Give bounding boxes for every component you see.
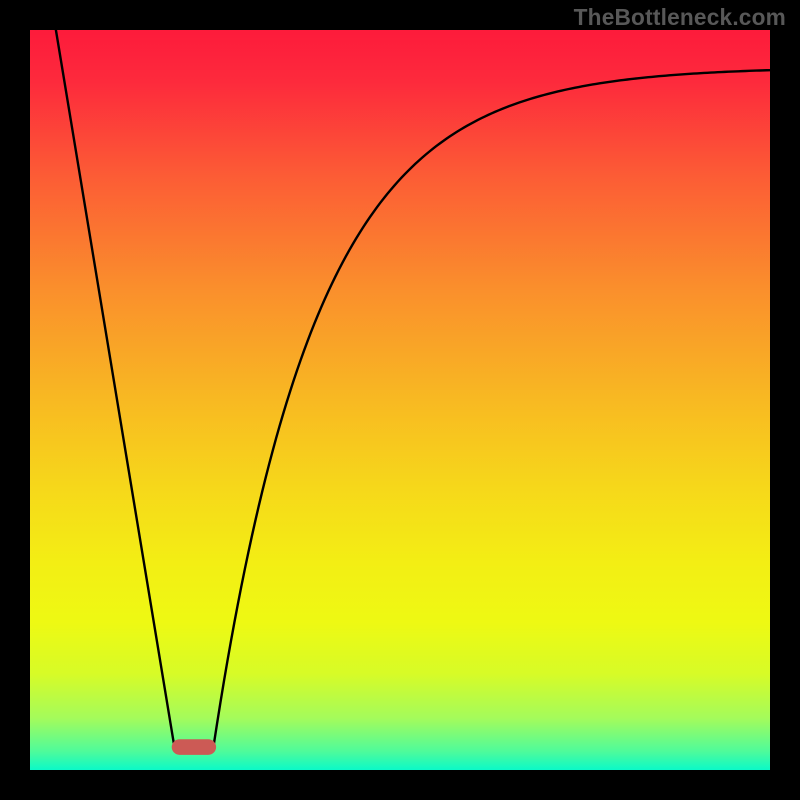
chart-plot-area: [30, 30, 770, 770]
bottleneck-marker: [172, 739, 216, 755]
watermark-text: TheBottleneck.com: [574, 4, 786, 31]
